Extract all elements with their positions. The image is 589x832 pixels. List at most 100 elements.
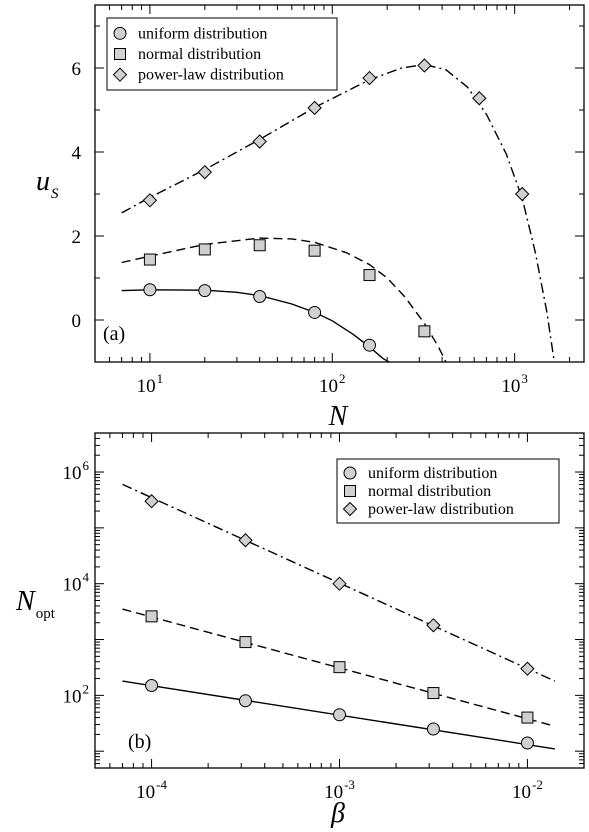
- x-tick-label-exp: -4: [156, 777, 167, 792]
- data-point: [143, 283, 157, 297]
- data-point: [253, 289, 267, 303]
- legend-box: [336, 458, 560, 524]
- legend: uniform distribution normal distribution p…: [106, 17, 338, 91]
- data-point: [252, 134, 267, 149]
- y-tick-label-base: 10: [63, 575, 82, 596]
- y-tick-label-exp: 6: [83, 458, 90, 473]
- data-point: [239, 636, 252, 649]
- y-axis-label: Nopt: [15, 586, 56, 622]
- legend-label: uniform distribution: [138, 25, 267, 42]
- y-tick-label-base: 10: [63, 463, 82, 484]
- y-tick-label: 10 6: [63, 458, 90, 484]
- x-tick-label: 10 -4: [136, 777, 167, 803]
- y-axis-label-main: u: [36, 166, 50, 197]
- y-axis-label-main: N: [15, 586, 36, 617]
- data-point: [198, 243, 211, 256]
- legend-label: normal distribution: [368, 483, 491, 500]
- legend-marker: [113, 26, 127, 40]
- series-line: [122, 608, 556, 727]
- series-circle: [122, 679, 556, 750]
- y-tick-label: 0: [72, 311, 82, 332]
- series-line: [121, 237, 447, 362]
- data-point: [520, 661, 535, 676]
- data-point: [143, 253, 156, 266]
- data-point: [520, 736, 534, 750]
- legend-label: power-law distribution: [368, 501, 514, 518]
- series-line: [121, 63, 555, 362]
- y-tick-label: 6: [72, 59, 82, 80]
- y-tick-label: 10 2: [63, 681, 90, 707]
- data-point: [308, 305, 322, 319]
- legend-label: uniform distribution: [368, 465, 497, 482]
- x-tick-label-base: 10: [324, 782, 343, 803]
- x-tick-label: 10 1: [137, 371, 164, 397]
- data-point: [145, 610, 158, 623]
- y-tick-label: 2: [72, 227, 82, 248]
- x-tick-label-exp: -3: [344, 777, 355, 792]
- x-tick-label-base: 10: [319, 376, 338, 397]
- x-tick-label: 10 2: [319, 371, 346, 397]
- data-point: [145, 679, 159, 693]
- series-line: [122, 483, 556, 682]
- data-point: [332, 576, 347, 591]
- data-point: [514, 186, 530, 202]
- data-point: [308, 244, 321, 257]
- y-tick-label: 4: [72, 143, 82, 164]
- legend-marker: [344, 485, 356, 497]
- legend-label: normal distribution: [138, 46, 261, 63]
- series-diamond: [122, 483, 556, 682]
- data-point: [426, 618, 441, 633]
- series-circle: [121, 283, 390, 362]
- data-point: [197, 164, 213, 180]
- panel-label: (a): [103, 323, 125, 345]
- y-axis-label: uS: [36, 166, 59, 202]
- data-point: [307, 100, 322, 116]
- data-point: [521, 711, 534, 724]
- x-tick-label-exp: 2: [339, 371, 346, 386]
- data-point: [417, 58, 432, 73]
- data-point: [198, 284, 212, 298]
- data-point: [333, 708, 346, 722]
- plot-frame: [94, 4, 585, 363]
- x-axis-label: N: [328, 401, 349, 432]
- x-tick-label-exp: 1: [157, 371, 164, 386]
- x-tick-label-exp: -2: [532, 777, 543, 792]
- data-point: [362, 70, 377, 86]
- y-tick-label-exp: 2: [83, 681, 90, 696]
- x-tick-label: 10 -2: [512, 777, 543, 803]
- x-tick-label-exp: 3: [521, 371, 528, 386]
- legend-label: power-law distribution: [138, 67, 284, 84]
- data-point: [363, 338, 377, 352]
- data-point: [418, 325, 431, 338]
- data-point: [426, 722, 440, 736]
- legend-box: [106, 17, 338, 91]
- x-tick-label: 10 3: [501, 371, 528, 397]
- legend-marker: [112, 67, 128, 82]
- data-point: [427, 687, 440, 700]
- y-axis-label-sub: S: [51, 186, 59, 202]
- y-tick-label-base: 10: [63, 686, 82, 707]
- x-axis-label: β: [330, 798, 345, 829]
- data-point: [472, 91, 487, 106]
- legend-marker: [114, 48, 126, 60]
- data-point: [238, 533, 253, 548]
- x-tick-label-base: 10: [137, 376, 156, 397]
- x-tick-label-base: 10: [136, 782, 155, 803]
- data-point: [238, 694, 252, 708]
- data-point: [253, 239, 266, 252]
- data-point: [333, 661, 346, 674]
- series-diamond: [121, 58, 555, 362]
- legend-marker: [342, 501, 358, 517]
- y-axis-label-sub: opt: [36, 606, 56, 622]
- x-tick-label-base: 10: [501, 376, 520, 397]
- panel-label: (b): [128, 731, 151, 753]
- series-square: [122, 608, 556, 727]
- data-point: [144, 494, 159, 509]
- legend-marker: [343, 466, 357, 480]
- data-point: [142, 193, 158, 208]
- x-tick-label: 10 -3: [324, 777, 355, 803]
